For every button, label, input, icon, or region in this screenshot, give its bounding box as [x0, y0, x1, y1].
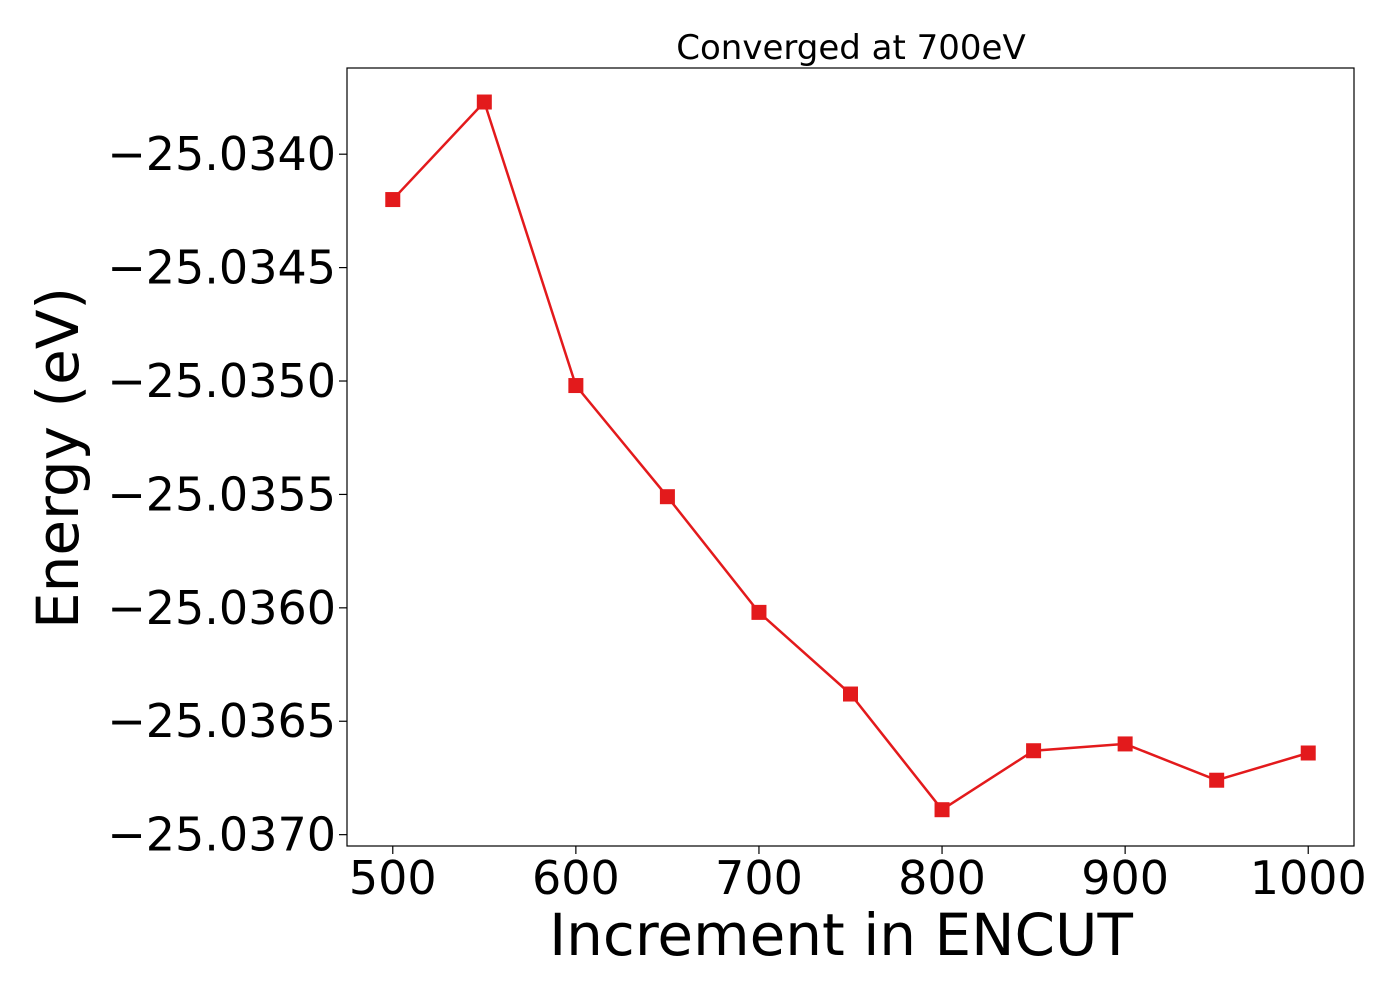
data-point — [385, 192, 401, 208]
x-tick-label: 900 — [1081, 851, 1169, 905]
y-axis-ticks: −25.0340 −25.0345 −25.0350 −25.0355 −25.0360… — [107, 127, 347, 862]
x-tick-label: 1000 — [1250, 851, 1367, 905]
y-tick-label: −25.0340 — [107, 127, 336, 181]
data-point — [1209, 772, 1225, 788]
data-point — [934, 802, 950, 818]
data-point — [568, 378, 584, 394]
data-point — [476, 94, 492, 110]
x-axis-label: Increment in ENCUT — [549, 901, 1133, 969]
x-tick-label: 600 — [532, 851, 620, 905]
data-point — [843, 686, 858, 702]
data-point — [659, 489, 675, 505]
y-axis-label: Energy (eV) — [24, 287, 92, 629]
y-tick-label: −25.0360 — [107, 581, 336, 635]
y-tick-label: −25.0365 — [107, 694, 336, 748]
x-tick-label: 700 — [715, 851, 803, 905]
x-tick-label: 500 — [349, 851, 437, 905]
y-tick-label: −25.0345 — [107, 241, 336, 295]
y-tick-label: −25.0370 — [107, 808, 336, 862]
data-point — [751, 604, 767, 620]
y-tick-label: −25.0350 — [107, 354, 336, 408]
y-tick-label: −25.0355 — [107, 467, 336, 521]
data-point — [1300, 745, 1316, 761]
series-line — [391, 99, 1309, 812]
x-axis-ticks: 500 600 700 800 900 1000 — [349, 846, 1367, 905]
x-tick-label: 800 — [898, 851, 986, 905]
data-point — [1026, 743, 1042, 759]
plot-area-frame — [346, 67, 1355, 847]
chart-title: Converged at 700eV — [676, 28, 1025, 68]
series-layer — [385, 94, 1316, 818]
data-point — [1117, 736, 1133, 752]
